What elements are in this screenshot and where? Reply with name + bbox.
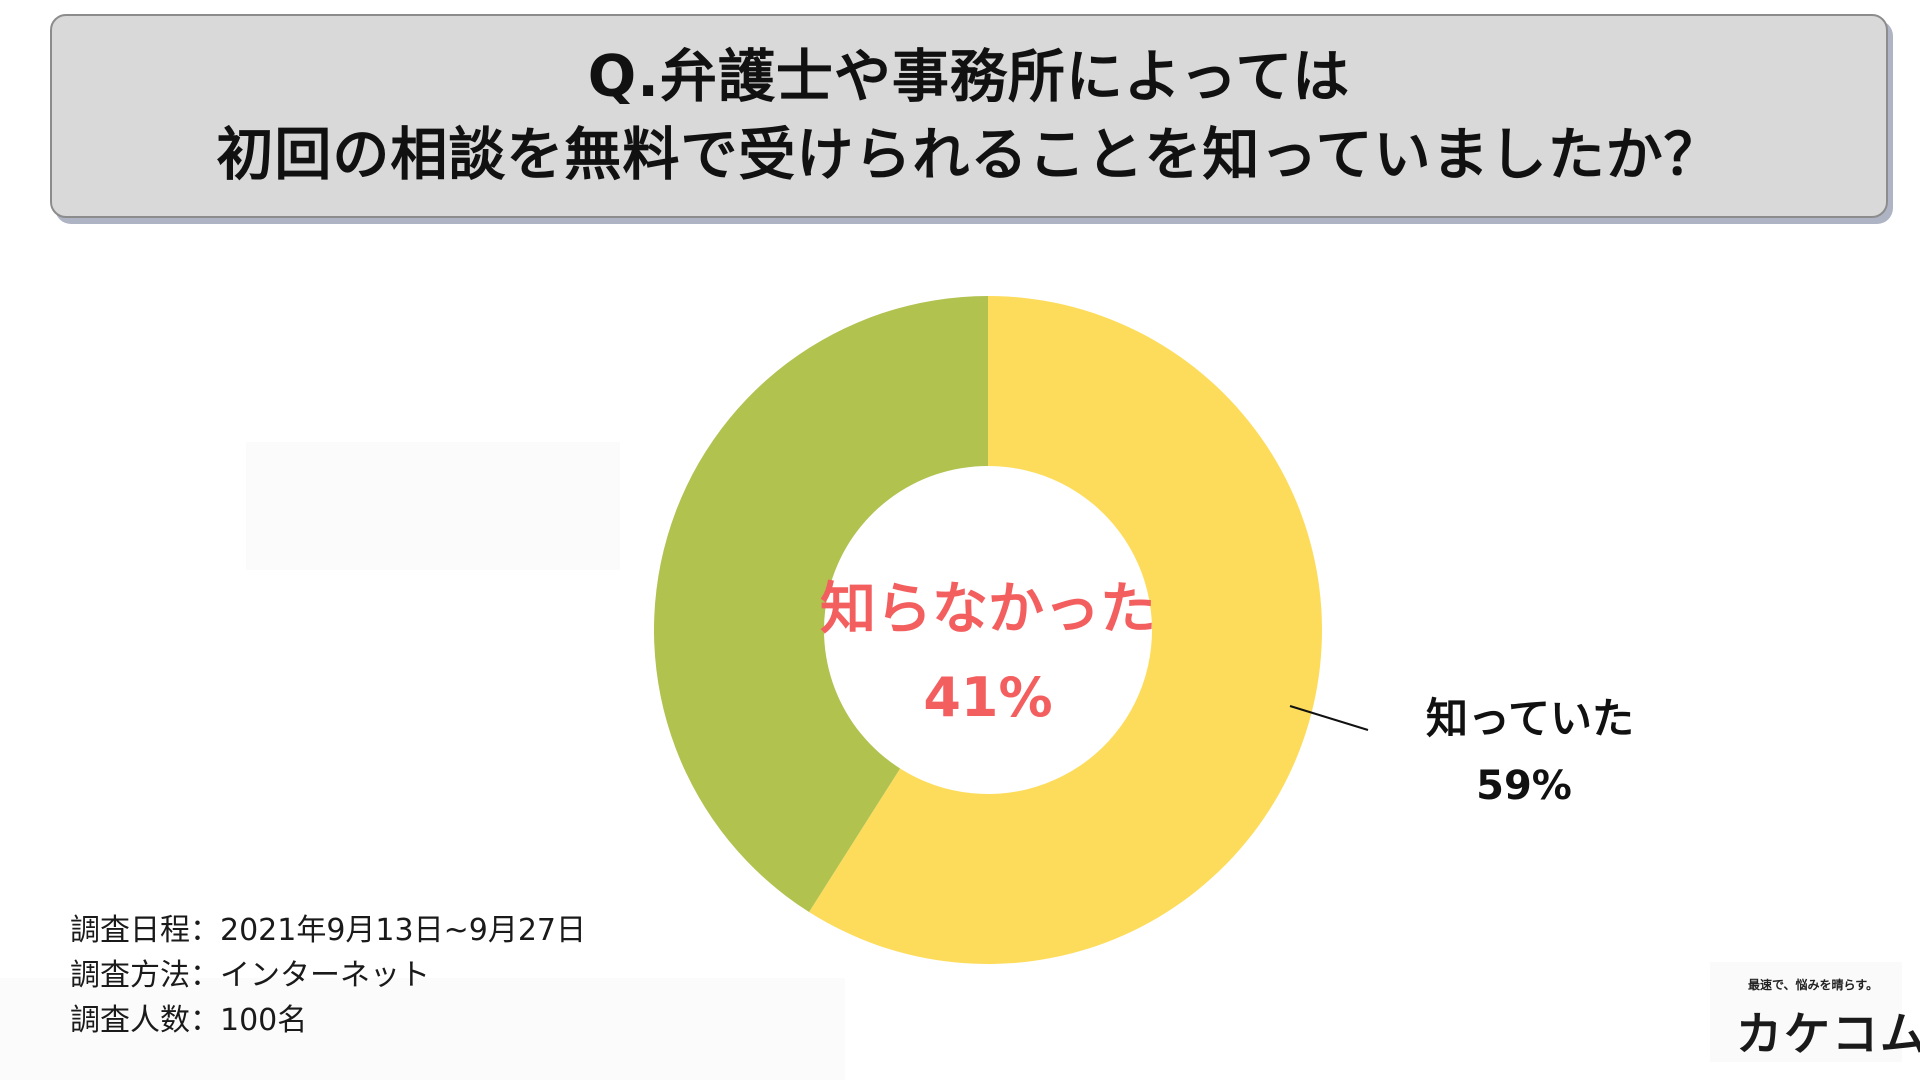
donut-slice-didnt-know: [654, 296, 988, 913]
blank-placeholder-box: [246, 442, 620, 570]
slice-label-knew: 知っていた: [1426, 694, 1634, 743]
survey-method: 調査方法：インターネット: [70, 958, 430, 993]
slice-label-didnt-know: 知らなかった: [820, 577, 1156, 642]
survey-date: 調査日程：2021年9月13日~9月27日: [70, 913, 587, 948]
logo-tagline: 最速で、悩みを晴らす。: [1748, 978, 1879, 992]
leader-line-knew: [1289, 705, 1369, 731]
slice-value-didnt-know: 41%: [923, 666, 1052, 729]
donut-slices: [654, 296, 1322, 964]
question-title-line-1: Q.弁護士や事務所によっては: [587, 44, 1351, 110]
kakecomu-logo: 最速で、悩みを晴らす。 カケコム: [1710, 962, 1920, 1062]
donut-slice-knew: [809, 296, 1322, 964]
survey-info: 調査日程：2021年9月13日~9月27日 調査方法：インターネット 調査人数：…: [70, 908, 586, 1043]
logo-name: カケコム: [1736, 1007, 1920, 1061]
footer-background: [0, 978, 845, 1080]
question-title-line-2: 初回の相談を無料で受けられることを知っていましたか？: [216, 122, 1722, 188]
question-title-box: Q.弁護士や事務所によっては 初回の相談を無料で受けられることを知っていましたか…: [50, 14, 1888, 218]
survey-count: 調査人数：100名: [70, 1003, 308, 1038]
slice-value-knew: 59%: [1476, 763, 1572, 809]
